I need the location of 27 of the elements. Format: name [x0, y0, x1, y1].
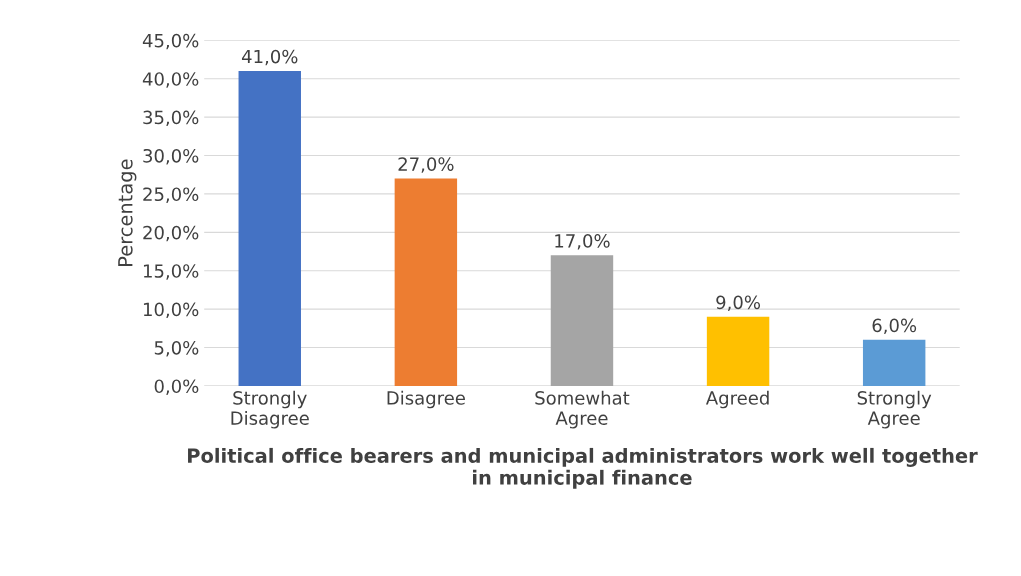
- data-label: 6,0%: [872, 318, 917, 335]
- y-tick-label: 25,0%: [143, 187, 199, 203]
- y-tick-label: 20,0%: [143, 225, 199, 242]
- y-axis-title: Percentage: [118, 159, 137, 266]
- x-tick-label: Somewhat Agree: [535, 390, 630, 429]
- y-tick-label: 0,0%: [154, 379, 199, 395]
- x-tick-label: Strongly Disagree: [231, 390, 309, 429]
- x-tick-label: Disagree: [387, 390, 465, 409]
- data-label: 17,0%: [555, 234, 610, 250]
- bar: [706, 316, 770, 386]
- y-tick-label: 30,0%: [143, 148, 199, 165]
- x-tick-label: Strongly Agree: [857, 390, 932, 429]
- y-tick-label: 15,0%: [143, 264, 199, 280]
- y-tick-label: 5,0%: [154, 340, 199, 357]
- y-tick-label: 45,0%: [142, 33, 199, 50]
- bar: [550, 255, 614, 386]
- bar: [238, 71, 301, 386]
- y-tick-label: 35,0%: [143, 110, 199, 127]
- x-axis-title: Political office bearers and municipal administrators work well together in municipal finance: [188, 447, 978, 489]
- bar: [394, 178, 458, 386]
- y-tick-label: 10,0%: [143, 302, 199, 319]
- data-label: 41,0%: [241, 49, 298, 66]
- y-tick-label: 40,0%: [142, 72, 199, 88]
- x-tick-label: Agreed: [705, 390, 769, 409]
- data-label: 27,0%: [398, 157, 454, 173]
- data-label: 9,0%: [716, 295, 761, 311]
- bar: [862, 339, 926, 386]
